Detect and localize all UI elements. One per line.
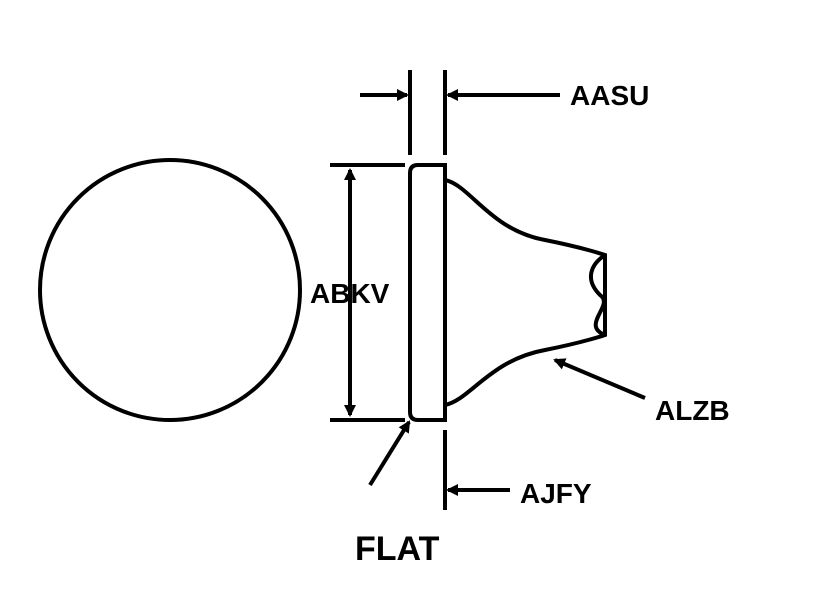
label-ajfy: AJFY — [520, 478, 592, 510]
label-aasu: AASU — [570, 80, 649, 112]
ajfy-arrow-left — [370, 422, 409, 485]
front-view-circle — [40, 160, 300, 420]
side-view-flat-face — [410, 165, 445, 420]
technical-diagram: AASU ABKV ALZB AJFY FLAT — [0, 0, 839, 592]
diagram-svg — [0, 0, 839, 592]
label-alzb: ALZB — [655, 395, 730, 427]
diagram-title: FLAT — [355, 530, 439, 569]
label-abkv: ABKV — [310, 278, 389, 310]
alzb-arrow — [555, 360, 645, 398]
